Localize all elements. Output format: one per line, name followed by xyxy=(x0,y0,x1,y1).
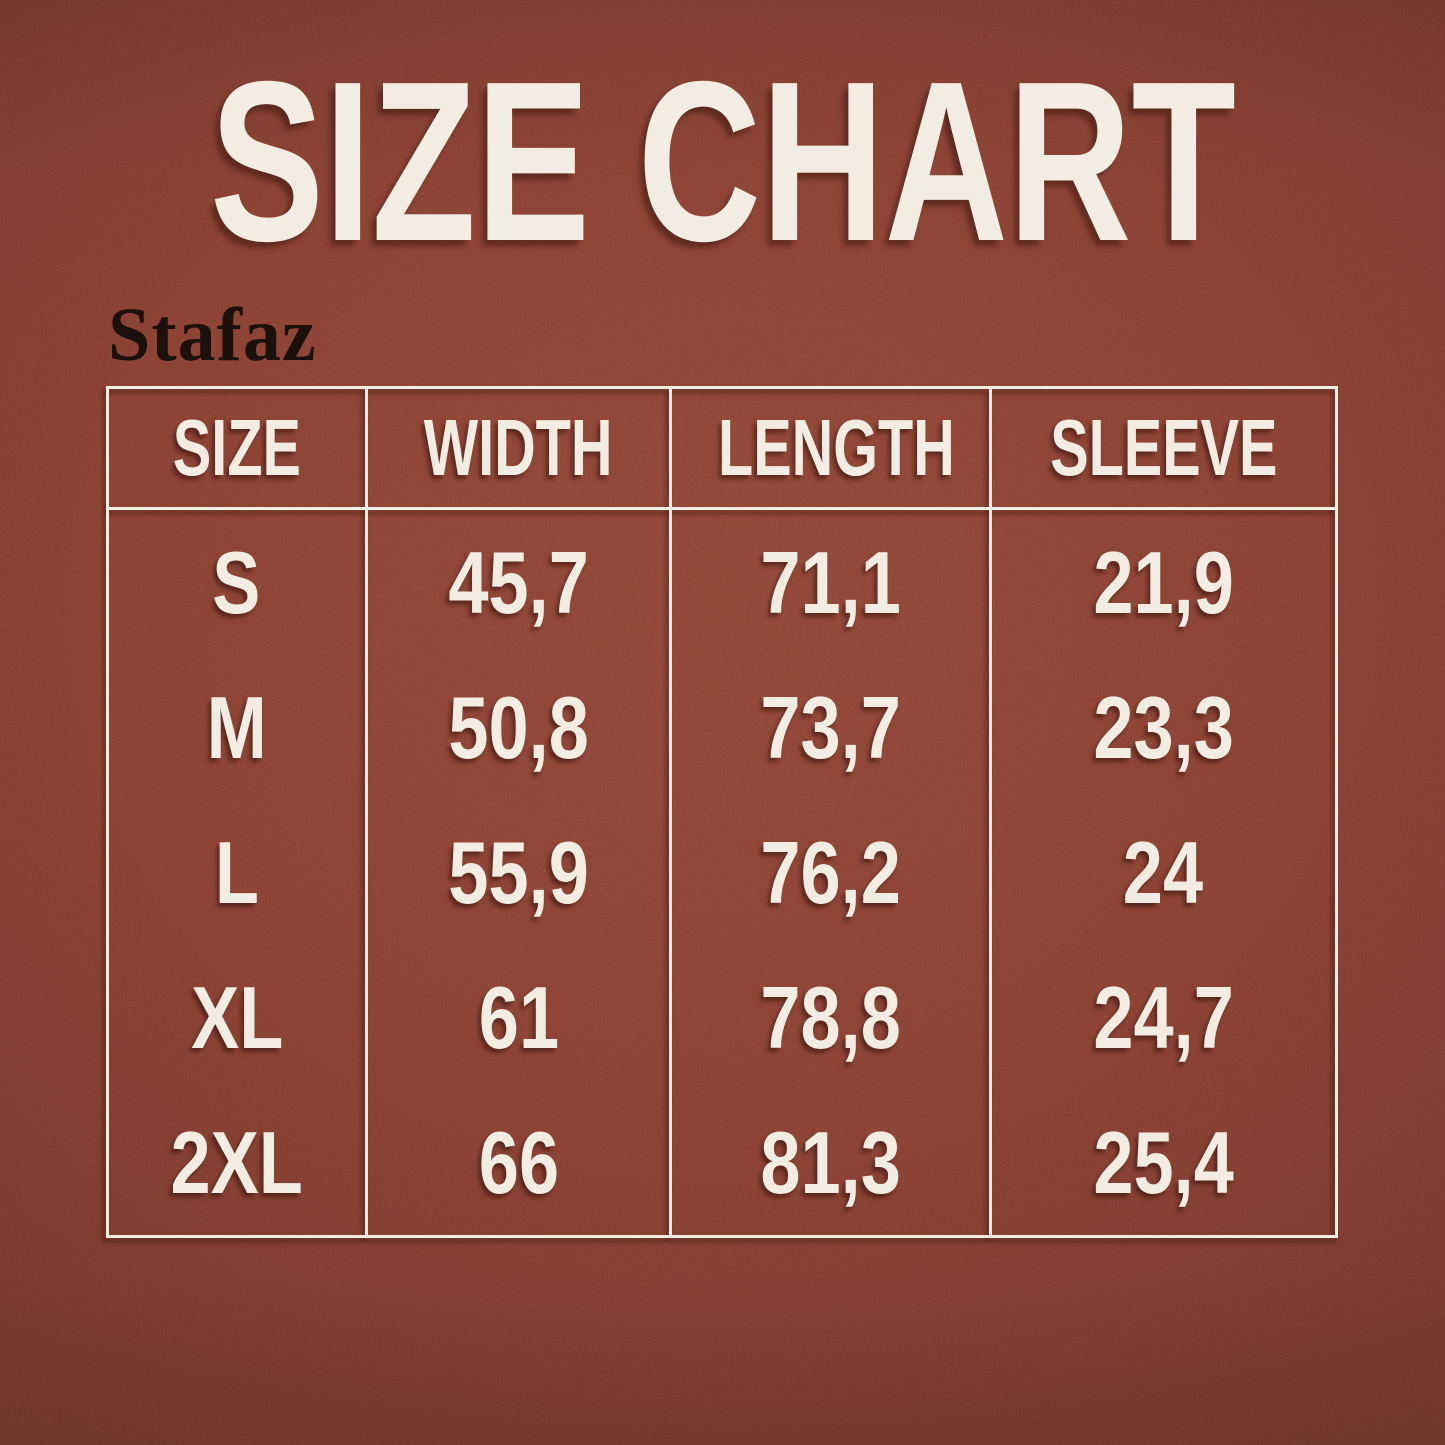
column-header-width: WIDTH xyxy=(364,387,673,510)
column-header-text: SIZE xyxy=(172,403,301,492)
table-row: L 55,9 76,2 24 xyxy=(106,800,1339,945)
cell-text: 45,7 xyxy=(448,532,589,632)
column-header-size: SIZE xyxy=(106,387,368,510)
size-label-cell: M xyxy=(106,655,368,800)
cell-text: 2XL xyxy=(170,1112,303,1212)
column-header-sleeve: SLEEVE xyxy=(988,387,1339,510)
measurement-cell: 55,9 xyxy=(364,800,673,945)
cell-text: 24,7 xyxy=(1093,967,1234,1067)
measurement-cell: 23,3 xyxy=(988,655,1339,800)
measurement-cell: 24,7 xyxy=(988,945,1339,1090)
cell-text: 24 xyxy=(1123,822,1204,922)
table-row: XL 61 78,8 24,7 xyxy=(106,945,1339,1090)
cell-text: 25,4 xyxy=(1093,1112,1234,1212)
measurement-cell: 50,8 xyxy=(364,655,673,800)
measurement-cell: 66 xyxy=(364,1090,673,1237)
measurement-cell: 73,7 xyxy=(669,655,992,800)
page-title: SIZE CHART xyxy=(0,48,1445,276)
cell-text: M xyxy=(206,677,267,777)
measurement-cell: 24 xyxy=(988,800,1339,945)
measurement-cell: 61 xyxy=(364,945,673,1090)
cell-text: 76,2 xyxy=(760,822,901,922)
size-table-body: S 45,7 71,1 21,9 M 50,8 73,7 23,3 L 55,9 76,2 24 XL 6… xyxy=(106,508,1339,1237)
header-row: SIZE WIDTH LENGTH SLEEVE xyxy=(106,387,1339,510)
cell-text: XL xyxy=(190,967,283,1067)
cell-text: 21,9 xyxy=(1093,532,1234,632)
table-row: S 45,7 71,1 21,9 xyxy=(106,508,1339,655)
size-table: SIZE WIDTH LENGTH SLEEVE S 45,7 71,1 21,9 M 50,8… xyxy=(106,386,1339,1238)
cell-text: 81,3 xyxy=(760,1112,901,1212)
cell-text: 23,3 xyxy=(1093,677,1234,777)
cell-text: 71,1 xyxy=(760,532,901,632)
measurement-cell: 21,9 xyxy=(988,508,1339,655)
size-table-header: SIZE WIDTH LENGTH SLEEVE xyxy=(106,387,1339,510)
cell-text: 55,9 xyxy=(448,822,589,922)
cell-text: 50,8 xyxy=(448,677,589,777)
measurement-cell: 25,4 xyxy=(988,1090,1339,1237)
measurement-cell: 71,1 xyxy=(669,508,992,655)
brand-label: Stafaz xyxy=(108,293,317,377)
column-header-text: WIDTH xyxy=(424,403,613,492)
table-row: 2XL 66 81,3 25,4 xyxy=(106,1090,1339,1237)
size-label-cell: XL xyxy=(106,945,368,1090)
column-header-text: LENGTH xyxy=(718,403,956,492)
cell-text: 66 xyxy=(478,1112,559,1212)
cell-text: 73,7 xyxy=(760,677,901,777)
measurement-cell: 76,2 xyxy=(669,800,992,945)
cell-text: 61 xyxy=(478,967,559,1067)
size-label-cell: 2XL xyxy=(106,1090,368,1237)
cell-text: 78,8 xyxy=(760,967,901,1067)
measurement-cell: 78,8 xyxy=(669,945,992,1090)
cell-text: L xyxy=(214,822,259,922)
column-header-text: SLEEVE xyxy=(1049,403,1278,492)
table-row: M 50,8 73,7 23,3 xyxy=(106,655,1339,800)
cell-text: S xyxy=(212,532,261,632)
size-label-cell: L xyxy=(106,800,368,945)
page-title-text: SIZE CHART xyxy=(209,35,1236,289)
column-header-length: LENGTH xyxy=(669,387,992,510)
size-label-cell: S xyxy=(106,508,368,655)
measurement-cell: 81,3 xyxy=(669,1090,992,1237)
measurement-cell: 45,7 xyxy=(364,508,673,655)
